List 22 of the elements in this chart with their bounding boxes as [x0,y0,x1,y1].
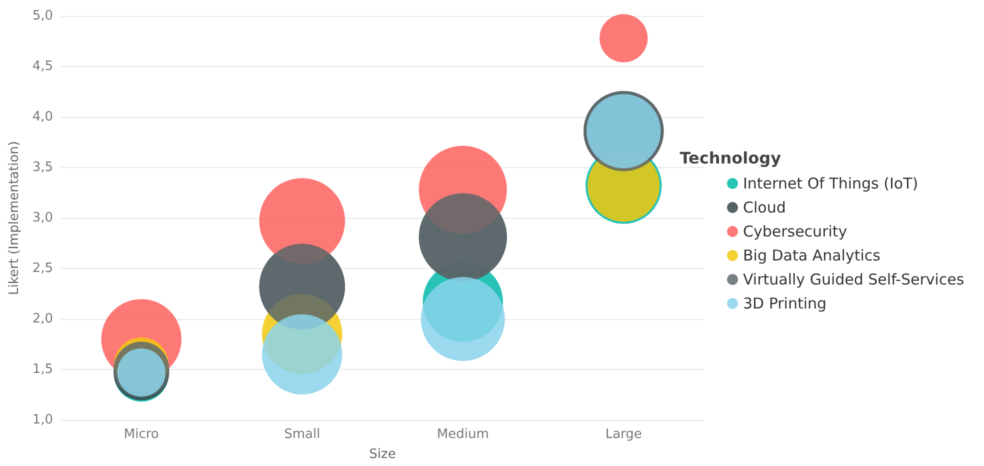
legend-label: Virtually Guided Self-Services [743,270,964,288]
y-tick-label: 3,0 [32,210,53,226]
y-tick-label: 1,5 [32,362,53,377]
x-axis-title: Size [369,447,396,462]
legend-label: Cybersecurity [743,222,848,240]
legend-label: Internet Of Things (IoT) [743,174,918,192]
y-tick-label: 2,5 [32,261,53,276]
y-tick-label: 4,0 [32,110,53,124]
y-tick-label: 3,5 [32,160,53,175]
x-tick-label: Micro [124,427,159,442]
legend-title: Technology [680,148,782,168]
y-tick-label: 4,5 [32,59,53,74]
x-tick-label: Large [605,427,642,442]
y-axis-title: Likert (Implementation) [7,141,22,295]
y-tick-label: 5,0 [32,8,53,24]
x-tick-label: Medium [436,427,489,442]
x-tick-label: Small [284,427,320,442]
y-tick-label: 1,0 [32,412,53,428]
legend-label: Big Data Analytics [743,246,881,264]
y-tick-label: 2,0 [32,312,53,326]
legend-label: Cloud [743,198,786,216]
legend-label: 3D Printing [743,294,827,312]
